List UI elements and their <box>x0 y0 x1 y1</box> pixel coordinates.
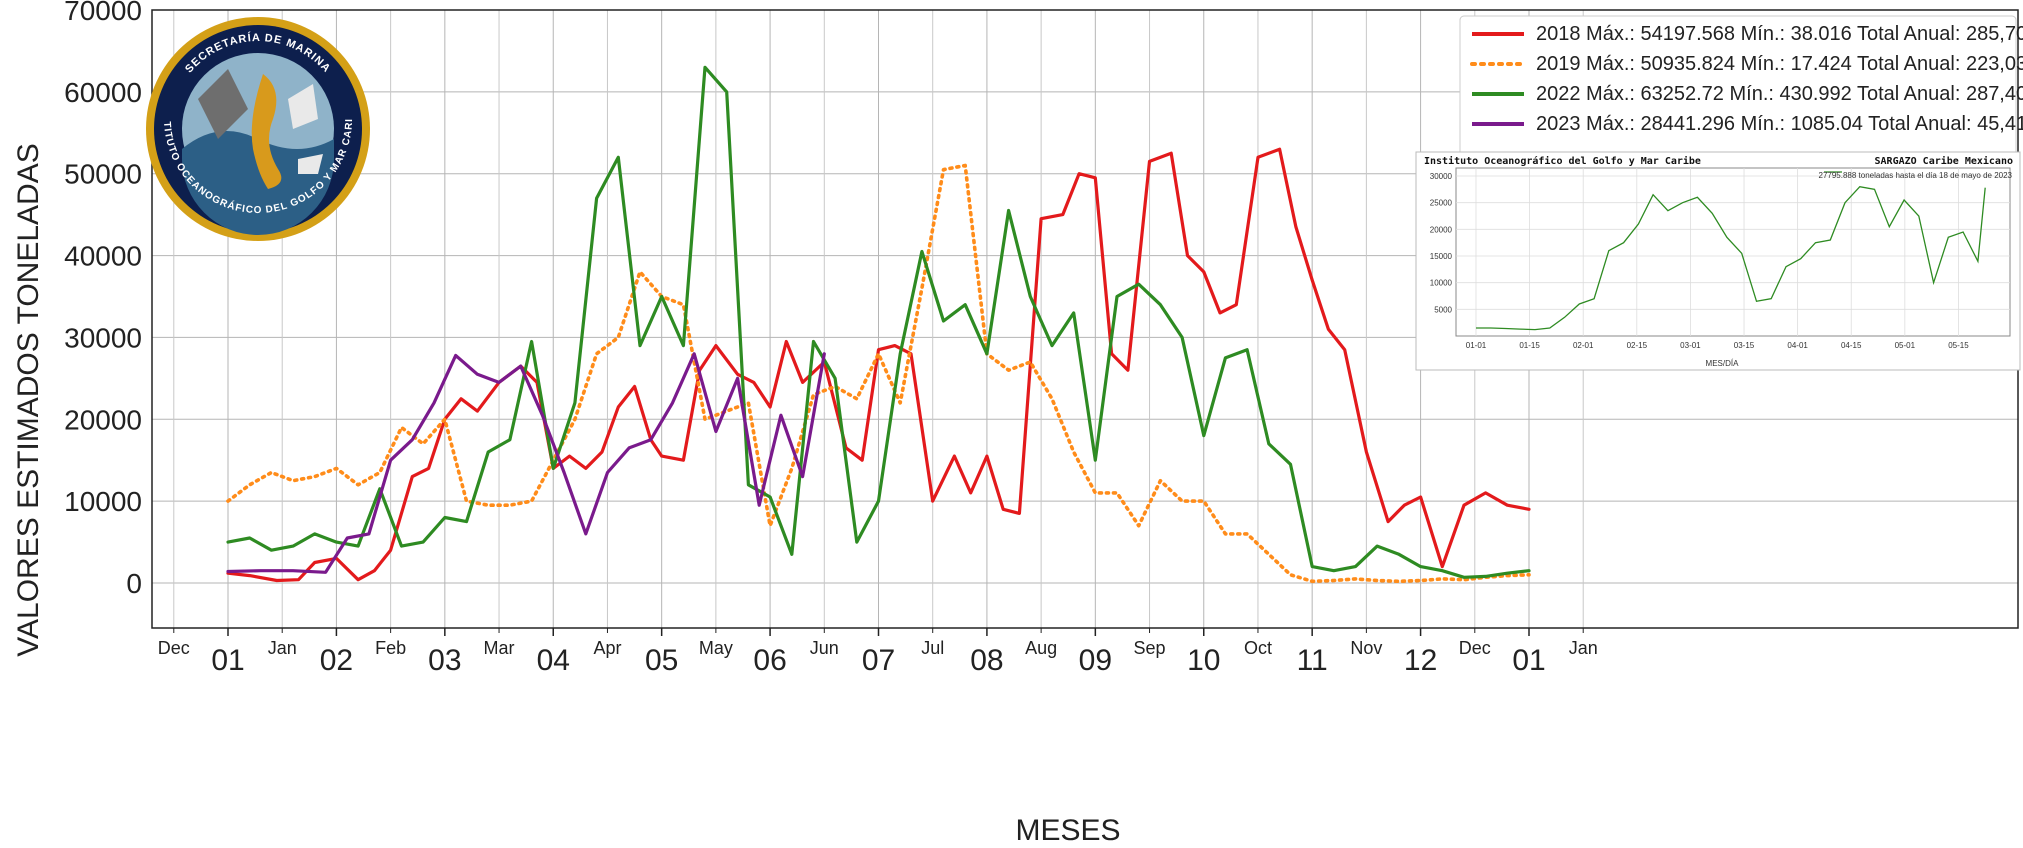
inset-series-line <box>1476 185 1986 331</box>
x-major-tick-label: 10 <box>1187 644 1220 677</box>
inset-y-tick-label: 25000 <box>1430 199 1453 208</box>
inset-y-tick-label: 20000 <box>1430 225 1453 234</box>
x-minor-tick-label: Dec <box>1459 638 1491 658</box>
legend-label: 2018 Máx.: 54197.568 Mín.: 38.016 Total … <box>1536 23 2023 45</box>
inset-x-tick-label: 01-01 <box>1466 341 1487 350</box>
x-minor-tick-label: Aug <box>1025 638 1057 658</box>
x-minor-tick-label: Apr <box>593 638 621 658</box>
x-major-tick-label: 06 <box>753 644 786 677</box>
inset-frame <box>1455 167 2011 337</box>
x-minor-tick-label: Jul <box>921 638 944 658</box>
x-major-tick-label: 08 <box>970 644 1003 677</box>
x-major-tick-label: 01 <box>211 644 244 677</box>
inset-title-right: SARGAZO Caribe Mexicano <box>1875 155 2013 167</box>
inset-chart: Instituto Oceanográfico del Golfo y Mar … <box>1415 151 2021 371</box>
y-tick-label: 40000 <box>64 241 142 272</box>
x-major-tick-label: 02 <box>320 644 353 677</box>
inset-x-tick-label: 04-15 <box>1841 341 1862 350</box>
x-minor-tick-label: Jan <box>1569 638 1598 658</box>
inset-x-tick-label: 05-01 <box>1895 341 1916 350</box>
y-tick-label: 30000 <box>64 322 142 353</box>
inset-y-tick-label: 30000 <box>1430 172 1453 181</box>
y-tick-labels: 0 10000 20000 30000 40000 50000 60000 70000 <box>64 0 142 599</box>
x-minor-tick-label: Jun <box>810 638 839 658</box>
legend: 2018 Máx.: 54197.568 Mín.: 38.016 Total … <box>1459 15 2023 157</box>
x-minor-tick-label: Oct <box>1244 638 1272 658</box>
institution-seal-logo: SECRETARÍA DE MARINA INSTITUTO OCEANOGRÁ… <box>146 17 370 241</box>
series-line-2 <box>226 65 1531 579</box>
inset-x-tick-label: 03-15 <box>1734 341 1755 350</box>
inset-y-tick-label: 10000 <box>1430 279 1453 288</box>
y-tick-label: 20000 <box>64 404 142 435</box>
x-minor-tick-label: Sep <box>1134 638 1166 658</box>
y-tick-label: 50000 <box>64 159 142 190</box>
x-major-tick-label: 07 <box>862 644 895 677</box>
y-tick-label: 60000 <box>64 77 142 108</box>
x-minor-tick-label: Jan <box>268 638 297 658</box>
x-major-tick-label: 03 <box>428 644 461 677</box>
series-line-0 <box>226 147 1531 583</box>
x-major-tick-label: 12 <box>1404 644 1437 677</box>
series-line-1 <box>226 163 1531 584</box>
series-group <box>226 65 1531 584</box>
x-minor-tick-label: May <box>699 638 733 658</box>
x-minor-tick-label: Dec <box>158 638 190 658</box>
x-minor-tick-label: Mar <box>484 638 515 658</box>
x-major-tick-label: 09 <box>1079 644 1112 677</box>
legend-label: 2019 Máx.: 50935.824 Mín.: 17.424 Total … <box>1536 53 2023 75</box>
y-tick-label: 70000 <box>64 0 142 26</box>
inset-y-tick-label: 15000 <box>1430 252 1453 261</box>
inset-legend: 27795.888 toneladas hasta el día 18 de m… <box>1819 171 2013 180</box>
legend-label: 2023 Máx.: 28441.296 Mín.: 1085.04 Total… <box>1536 113 2023 135</box>
y-axis-label: VALORES ESTIMADOS TONELADAS <box>12 143 45 657</box>
inset-y-tick-label: 5000 <box>1434 305 1452 314</box>
inset-x-tick-label: 05-15 <box>1948 341 1969 350</box>
y-tick-label: 10000 <box>64 486 142 517</box>
x-major-tick-label: 11 <box>1297 644 1328 677</box>
legend-label: 2022 Máx.: 63252.72 Mín.: 430.992 Total … <box>1536 83 2023 105</box>
x-major-tick-label: 01 <box>1512 644 1545 677</box>
inset-x-tick-label: 02-15 <box>1627 341 1648 350</box>
inset-x-tick-label: 04-01 <box>1787 341 1808 350</box>
x-minor-tick-label: Feb <box>375 638 406 658</box>
inset-x-tick-label: 03-01 <box>1680 341 1701 350</box>
inset-x-label: MES/DÍA <box>1706 359 1740 368</box>
y-tick-label: 0 <box>126 568 142 599</box>
x-major-tick-label: 05 <box>645 644 678 677</box>
x-minor-tick-label: Nov <box>1350 638 1382 658</box>
series-line-3 <box>226 352 826 574</box>
x-tick-labels: 01 02 03 04 05 06 07 08 09 10 11 12 01 Dec Jan Feb Mar Ap… <box>158 638 1598 677</box>
x-major-tick-label: 04 <box>537 644 570 677</box>
inset-title-left: Instituto Oceanográfico del Golfo y Mar … <box>1424 155 1701 167</box>
x-axis-label: MESES <box>1015 814 1120 847</box>
inset-x-tick-label: 02-01 <box>1573 341 1594 350</box>
inset-x-tick-label: 01-15 <box>1519 341 1540 350</box>
